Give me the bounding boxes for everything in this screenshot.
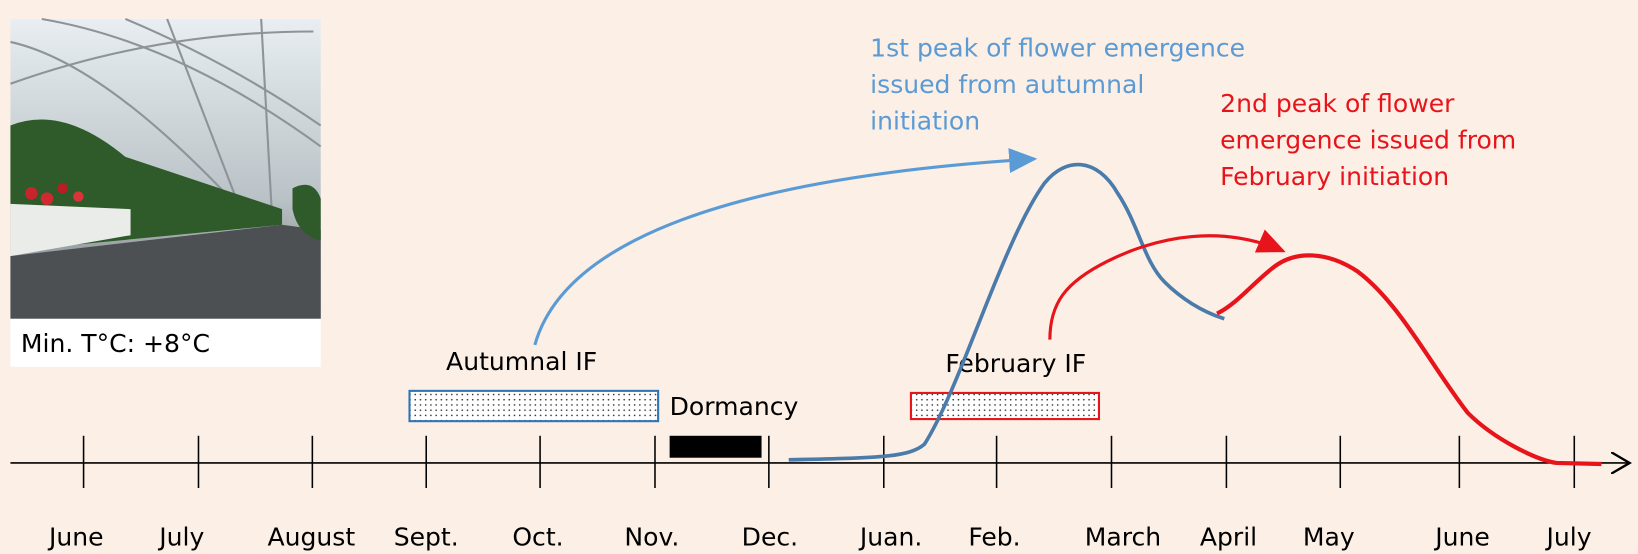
annotation-line: February initiation <box>1220 162 1449 191</box>
annotation-line: 1st peak of flower emergence <box>870 34 1245 63</box>
greenhouse-photo <box>10 17 322 367</box>
annotation-line: initiation <box>870 107 980 136</box>
second-peak-curve <box>1216 253 1602 467</box>
autumnal-if-box <box>408 389 660 423</box>
annotation-line: 2nd peak of flower <box>1220 89 1455 118</box>
month-label: June <box>1433 522 1490 551</box>
dormancy-bar <box>669 435 762 458</box>
month-label: Juan. <box>858 522 923 551</box>
month-label: Feb. <box>968 522 1020 551</box>
month-label: June <box>47 522 104 551</box>
annotation-line: issued from autumnal <box>870 70 1144 99</box>
month-label: Oct. <box>512 522 563 551</box>
month-label: March <box>1085 522 1161 551</box>
first-peak-annotation: 1st peak of flower emergence issued from … <box>870 34 1245 136</box>
february-arrow <box>1048 229 1286 340</box>
month-label: Nov. <box>624 522 679 551</box>
autumnal-if-label: Autumnal IF <box>446 347 597 376</box>
photo-caption: Min. T°C: +8°C <box>21 329 210 358</box>
february-if-label: February IF <box>945 349 1086 378</box>
dormancy-label: Dormancy <box>670 392 799 421</box>
month-label: Dec. <box>742 522 798 551</box>
annotation-line: emergence issued from <box>1220 126 1516 155</box>
month-label: August <box>267 522 355 551</box>
second-peak-annotation: 2nd peak of flower emergence issued from F… <box>1220 89 1516 191</box>
autumnal-arrow <box>533 148 1038 346</box>
month-label: July <box>1545 522 1592 551</box>
month-label: Sept. <box>394 522 459 551</box>
first-peak-curve <box>788 162 1225 462</box>
month-label: April <box>1200 522 1257 551</box>
month-label: July <box>157 522 204 551</box>
month-label: May <box>1303 522 1355 551</box>
